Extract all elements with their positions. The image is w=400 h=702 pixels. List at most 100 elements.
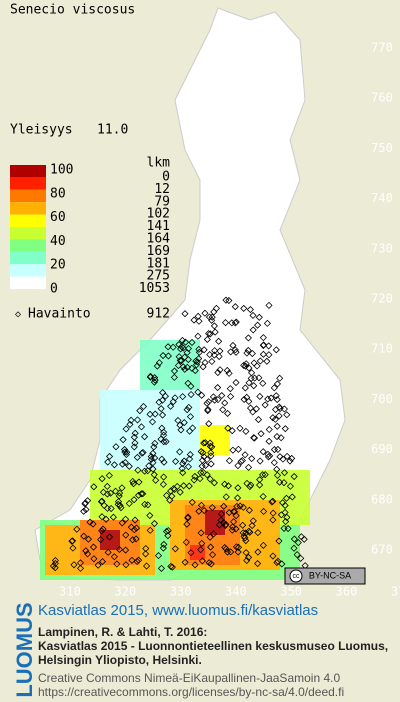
- observation-marker: [51, 564, 59, 572]
- observation-marker: [280, 405, 288, 413]
- observation-marker: [115, 545, 124, 554]
- observation-marker: [168, 492, 176, 500]
- observation-count: 912: [147, 307, 170, 322]
- observation-marker: [240, 361, 248, 369]
- observation-marker: [90, 555, 98, 563]
- observation-marker: [249, 326, 257, 334]
- observation-marker: [195, 345, 203, 353]
- observation-marker: [200, 346, 208, 354]
- observation-marker: [195, 507, 203, 515]
- observation-marker: [205, 559, 213, 567]
- observation-marker: [107, 489, 115, 497]
- observation-marker: [273, 380, 282, 388]
- observation-marker: [207, 543, 215, 551]
- observation-marker: [126, 420, 134, 428]
- observation-marker: [261, 471, 269, 479]
- observation-marker: [176, 421, 184, 429]
- observation-marker: [146, 373, 154, 381]
- license-line: Creative Commons Nimeä-EiKaupallinen-Jaa…: [38, 671, 340, 685]
- observation-marker: [265, 301, 273, 309]
- observation-marker: [205, 330, 213, 338]
- y-grid-label: 750: [371, 141, 393, 155]
- observation-marker: [195, 348, 203, 356]
- observation-marker: [273, 396, 281, 404]
- observation-marker: [198, 391, 206, 399]
- observation-marker: [84, 550, 92, 558]
- observation-marker: [263, 357, 271, 365]
- observation-marker: [160, 458, 168, 466]
- observation-marker: [94, 561, 102, 569]
- observation-marker: [159, 389, 167, 397]
- observation-marker: [190, 316, 198, 324]
- observation-marker: [134, 491, 143, 499]
- observation-marker: [204, 405, 212, 414]
- observation-marker: [191, 561, 199, 569]
- observation-marker: [86, 518, 94, 526]
- observation-marker: [203, 455, 211, 464]
- observation-marker: [229, 523, 237, 531]
- observation-marker: [188, 338, 196, 347]
- observation-marker: [283, 411, 291, 419]
- x-grid-label: 370: [391, 585, 400, 599]
- svg-text:cc: cc: [293, 573, 301, 580]
- observation-marker: [110, 553, 118, 561]
- observation-marker: [248, 349, 256, 358]
- observation-marker: [157, 405, 165, 413]
- observation-marker: [227, 348, 235, 356]
- observation-marker: [280, 479, 288, 487]
- observation-marker: [180, 419, 188, 427]
- observation-marker: [197, 529, 205, 537]
- legend-band: [10, 177, 46, 190]
- observation-marker: [224, 424, 232, 432]
- observation-marker: [216, 347, 224, 355]
- observation-marker: [273, 422, 281, 430]
- observation-marker: [206, 439, 214, 447]
- y-grid-label: 680: [371, 492, 393, 506]
- observation-marker: [233, 494, 242, 502]
- observation-marker: [183, 406, 191, 414]
- x-grid-label: 320: [114, 585, 136, 599]
- observation-marker: [223, 366, 231, 375]
- observation-marker: [90, 483, 98, 491]
- observation-marker: [112, 443, 120, 451]
- x-grid-label: 360: [336, 585, 358, 599]
- observation-marker: [200, 506, 208, 515]
- observation-marker: [259, 492, 267, 501]
- observation-marker: [97, 536, 105, 544]
- observation-marker: [51, 556, 59, 565]
- observation-marker: [181, 353, 189, 361]
- observation-marker: [180, 457, 188, 465]
- observation-marker: [208, 313, 216, 321]
- observation-marker: [276, 478, 284, 486]
- observation-marker: [82, 547, 90, 555]
- observation-marker: [256, 481, 264, 489]
- observation-marker: [186, 427, 194, 435]
- observation-marker: [210, 322, 218, 330]
- observation-marker: [230, 518, 238, 526]
- observation-marker: [158, 455, 166, 463]
- license-line: https://creativecommons.org/licenses/by-…: [38, 685, 344, 699]
- observation-marker: [210, 308, 218, 316]
- observation-marker: [134, 466, 142, 474]
- observation-marker: [199, 363, 207, 371]
- observation-marker: [98, 558, 107, 566]
- observation-marker: [288, 493, 296, 501]
- legend-count: 141: [147, 219, 170, 234]
- observation-marker: [206, 533, 214, 541]
- observation-marker: [178, 336, 186, 345]
- diamond-icon: ◇: [15, 309, 21, 320]
- observation-marker: [181, 310, 189, 318]
- observation-marker: [207, 460, 215, 468]
- observation-marker: [207, 449, 215, 457]
- observation-marker: [171, 545, 179, 553]
- observation-marker: [177, 357, 185, 365]
- legend-scale-label: 100: [50, 163, 73, 178]
- observation-marker: [147, 455, 155, 463]
- observation-marker: [151, 439, 159, 447]
- legend-count: 0: [162, 170, 170, 185]
- observation-marker: [270, 446, 278, 454]
- observation-marker: [252, 405, 260, 413]
- observation-marker: [151, 454, 159, 462]
- observation-marker: [254, 548, 262, 556]
